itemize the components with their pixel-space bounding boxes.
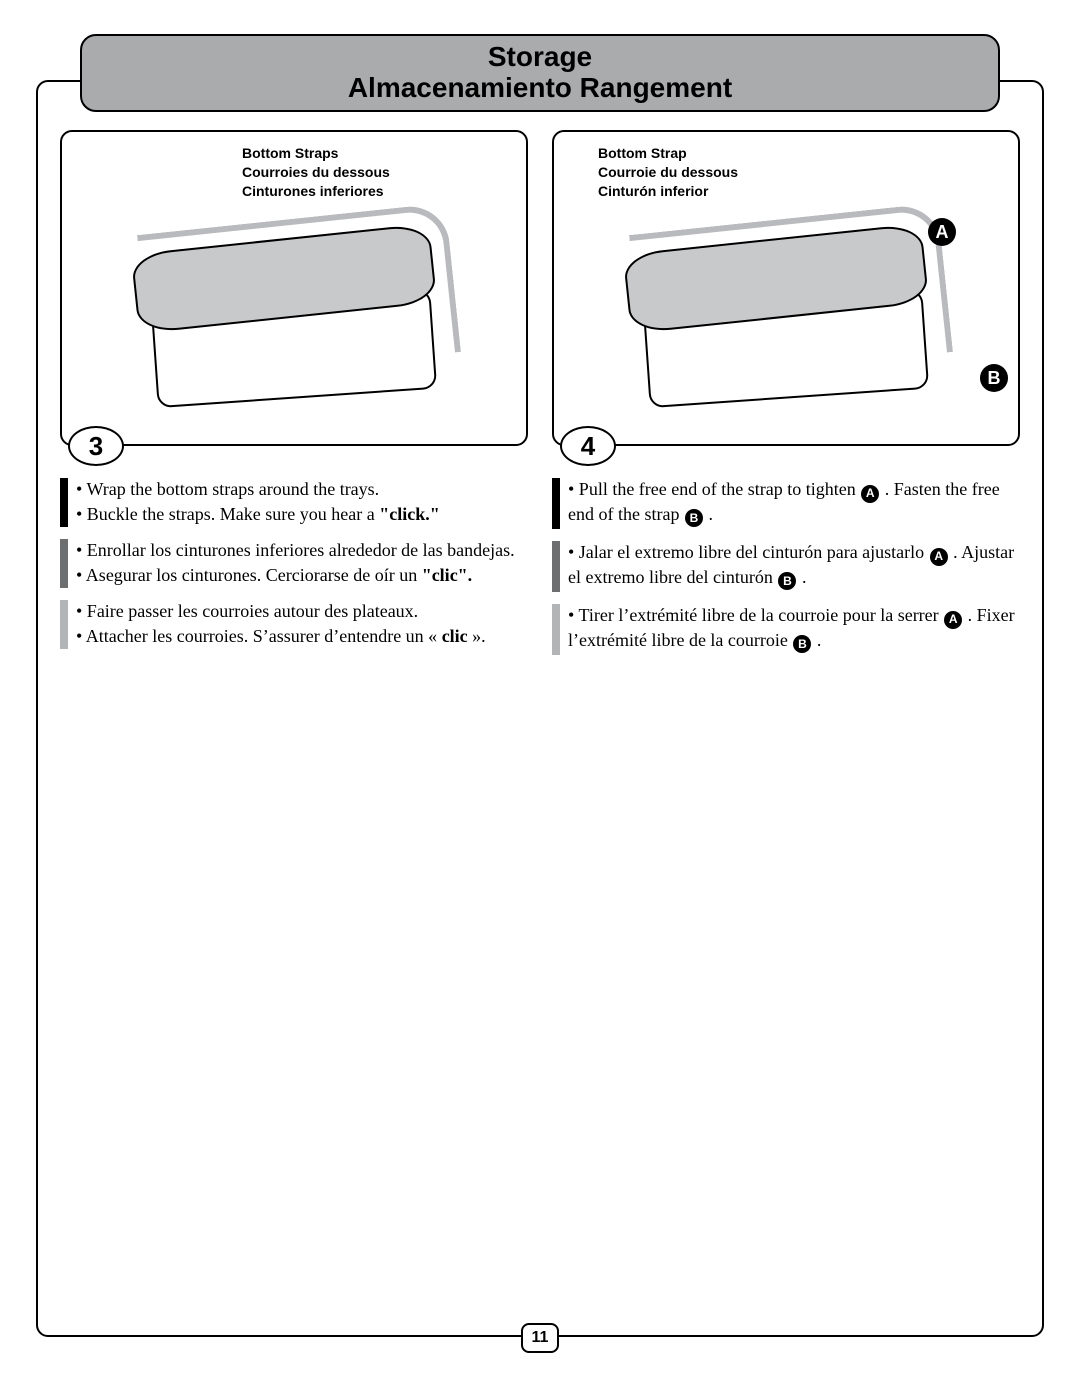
step-3-column: Bottom Straps Courroies du dessous Cintu… (60, 130, 528, 655)
strap-label-en: Bottom Straps (242, 144, 390, 163)
step3-en-block: • Wrap the bottom straps around the tray… (60, 478, 528, 527)
step4-es-block: • Jalar el extremo libre del cinturón pa… (552, 541, 1020, 592)
step3-fr-text: • Faire passer les courroies autour des … (76, 600, 486, 649)
page-number: 11 (521, 1323, 559, 1353)
step4-fr-text: • Tirer l’extrémité libre de la courroie… (568, 604, 1020, 655)
step-4-column: Bottom Strap Courroie du dessous Cinturó… (552, 130, 1020, 655)
lang-bar-fr (552, 604, 560, 655)
header-title-es-fr: Almacenamiento Rangement (348, 73, 732, 104)
step3-en-text: • Wrap the bottom straps around the tray… (76, 478, 440, 527)
step3-es-block: • Enrollar los cinturones inferiores alr… (60, 539, 528, 588)
lang-bar-es (552, 541, 560, 592)
step4-en-text: • Pull the free end of the strap to tigh… (568, 478, 1020, 529)
step-4-figure: Bottom Strap Courroie du dessous Cinturó… (552, 130, 1020, 446)
strap-label-es: Cinturón inferior (598, 182, 738, 201)
lang-bar-en (552, 478, 560, 529)
step4-es-text: • Jalar el extremo libre del cinturón pa… (568, 541, 1020, 592)
strap-label-es: Cinturones inferiores (242, 182, 390, 201)
callout-a-icon: A (928, 218, 956, 246)
lang-bar-fr (60, 600, 68, 649)
step-3-figure: Bottom Straps Courroies du dessous Cintu… (60, 130, 528, 446)
strap-label-en: Bottom Strap (598, 144, 738, 163)
step3-fr-block: • Faire passer les courroies autour des … (60, 600, 528, 649)
header-title-en: Storage (488, 42, 592, 73)
step4-en-block: • Pull the free end of the strap to tigh… (552, 478, 1020, 529)
step-3-badge: 3 (68, 426, 124, 466)
strap-label-left: Bottom Straps Courroies du dessous Cintu… (242, 144, 390, 201)
lang-bar-en (60, 478, 68, 527)
strap-label-fr: Courroie du dessous (598, 163, 738, 182)
step3-es-text: • Enrollar los cinturones inferiores alr… (76, 539, 515, 588)
content-columns: Bottom Straps Courroies du dessous Cintu… (60, 130, 1020, 655)
lang-bar-es (60, 539, 68, 588)
step4-fr-block: • Tirer l’extrémité libre de la courroie… (552, 604, 1020, 655)
step-4-badge: 4 (560, 426, 616, 466)
seat-illustration (114, 218, 474, 408)
seat-illustration (606, 218, 966, 408)
strap-label-right: Bottom Strap Courroie du dessous Cinturó… (598, 144, 738, 201)
callout-b-icon: B (980, 364, 1008, 392)
strap-label-fr: Courroies du dessous (242, 163, 390, 182)
section-header: Storage Almacenamiento Rangement (80, 34, 1000, 112)
